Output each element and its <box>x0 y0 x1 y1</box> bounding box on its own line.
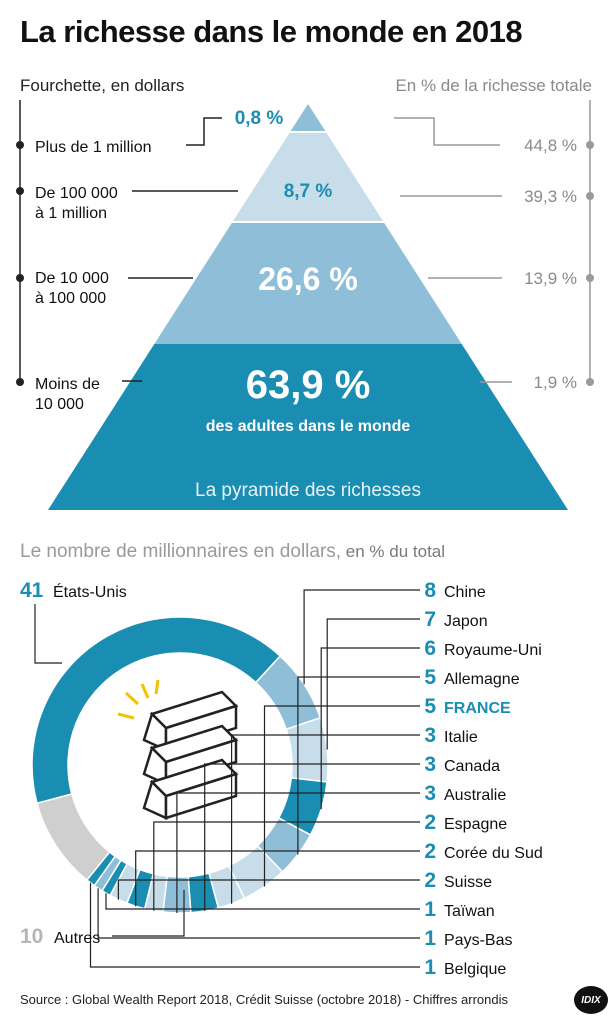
country-label: Italie <box>444 729 478 746</box>
range-header: Fourchette, en dollars <box>20 76 185 95</box>
leader-line <box>176 792 420 913</box>
leader-line <box>97 888 420 939</box>
leader-line <box>320 647 420 810</box>
range-label: 10 000 <box>35 396 84 413</box>
shine-stroke <box>124 691 140 706</box>
leader-line <box>135 850 420 907</box>
range-dot <box>16 141 24 149</box>
country-label: Allemagne <box>444 671 520 688</box>
range-dot <box>16 187 24 195</box>
range-dot <box>16 274 24 282</box>
country-value: 2 <box>424 869 436 892</box>
leader-line <box>297 676 420 855</box>
pyramid-tier-2 <box>232 132 384 222</box>
country-value: 2 <box>424 840 436 863</box>
country-label: Royaume-Uni <box>444 642 542 659</box>
range-label: à 1 million <box>35 205 107 222</box>
country-label: Canada <box>444 758 500 775</box>
pyramid-tier-3 <box>154 222 462 344</box>
country-value: 6 <box>424 637 436 660</box>
country-label: Australie <box>444 787 506 804</box>
leader-line <box>112 890 185 937</box>
brand-logo: IDIX <box>574 986 608 1014</box>
range-label: Moins de <box>35 376 100 393</box>
leader-line <box>303 589 420 685</box>
wealth-pyramid: Plus de 1 million De 100 000 à 1 million De… <box>16 100 594 510</box>
donut-slice <box>31 616 282 805</box>
leader-line <box>326 618 420 750</box>
millionaires-title-suffix: en % du total <box>341 542 446 561</box>
leader-line <box>117 879 420 900</box>
country-value: 5 <box>424 666 436 689</box>
country-value: 7 <box>424 608 436 631</box>
country-label: Espagne <box>444 816 507 833</box>
adults-share-label: 8,7 % <box>284 181 333 202</box>
country-label: Belgique <box>444 961 506 978</box>
wealth-share-label: 39,3 % <box>524 187 577 206</box>
country-value: 3 <box>424 782 436 805</box>
gold-bars-icon <box>142 690 239 820</box>
leader-line <box>204 763 420 911</box>
adults-share-label: 0,8 % <box>235 108 284 129</box>
country-value: 41 <box>20 579 44 602</box>
range-label: à 100 000 <box>35 290 106 307</box>
shine-stroke <box>140 683 150 699</box>
wealth-share-label: 13,9 % <box>524 269 577 288</box>
country-value: 10 <box>20 925 43 948</box>
page-title: La richesse dans le monde en 2018 <box>20 14 523 49</box>
leader-line <box>231 734 420 904</box>
wealth-dot <box>586 378 594 386</box>
wealth-connector <box>394 117 500 146</box>
country-value: 3 <box>424 753 436 776</box>
range-dot <box>16 378 24 386</box>
wealth-share-header: En % de la richesse totale <box>395 76 592 95</box>
shine-stroke <box>117 712 135 720</box>
leader-line <box>89 882 420 968</box>
adults-share-label: 63,9 % <box>246 363 371 407</box>
wealth-dot <box>586 274 594 282</box>
wealth-share-label: 1,9 % <box>534 373 577 392</box>
country-value: 8 <box>424 579 436 602</box>
leader-line <box>263 705 420 887</box>
country-label: Japon <box>444 613 488 630</box>
leader-line <box>105 893 420 910</box>
country-value: 2 <box>424 811 436 834</box>
country-label: Corée du Sud <box>444 845 543 862</box>
gold-bar <box>164 772 238 820</box>
country-value: 3 <box>424 724 436 747</box>
range-label: Plus de 1 million <box>35 139 152 156</box>
millionaires-donut-chart: 8 Chine 7 Japon 6 Royaume-Uni 5 Allemagne 5 FRANC… <box>20 579 543 979</box>
country-label: Taïwan <box>444 903 495 920</box>
leader-line <box>153 821 420 911</box>
millionaires-title-main: Le nombre de millionnaires en dollars, <box>20 541 342 562</box>
leader-line <box>34 604 62 664</box>
country-label: Chine <box>444 584 486 601</box>
adults-subtitle: des adultes dans le monde <box>206 418 411 435</box>
country-value: 1 <box>424 898 436 921</box>
country-label: États-Unis <box>53 582 127 601</box>
country-label: Suisse <box>444 874 492 891</box>
adults-share-label: 26,6 % <box>258 261 358 297</box>
wealth-share-label: 44,8 % <box>524 136 577 155</box>
source-note: Source : Global Wealth Report 2018, Créd… <box>20 992 508 1007</box>
range-label: De 10 000 <box>35 270 109 287</box>
wealth-dot <box>586 192 594 200</box>
country-label: FRANCE <box>444 700 511 717</box>
pyramid-tier-1 <box>290 104 326 132</box>
pyramid-caption: La pyramide des richesses <box>195 480 421 501</box>
country-value: 5 <box>424 695 436 718</box>
donut-slice <box>36 793 111 882</box>
shine-stroke <box>154 679 160 695</box>
wealth-dot <box>586 141 594 149</box>
pyramid-tier-4 <box>48 344 568 510</box>
range-label: De 100 000 <box>35 185 118 202</box>
range-connector <box>186 117 222 146</box>
country-value: 1 <box>424 956 436 979</box>
country-label: Autres <box>54 930 100 947</box>
country-value: 1 <box>424 927 436 950</box>
country-label: Pays-Bas <box>444 932 512 949</box>
millionaires-section-title: Le nombre de millionnaires en dollars, e… <box>20 541 445 563</box>
